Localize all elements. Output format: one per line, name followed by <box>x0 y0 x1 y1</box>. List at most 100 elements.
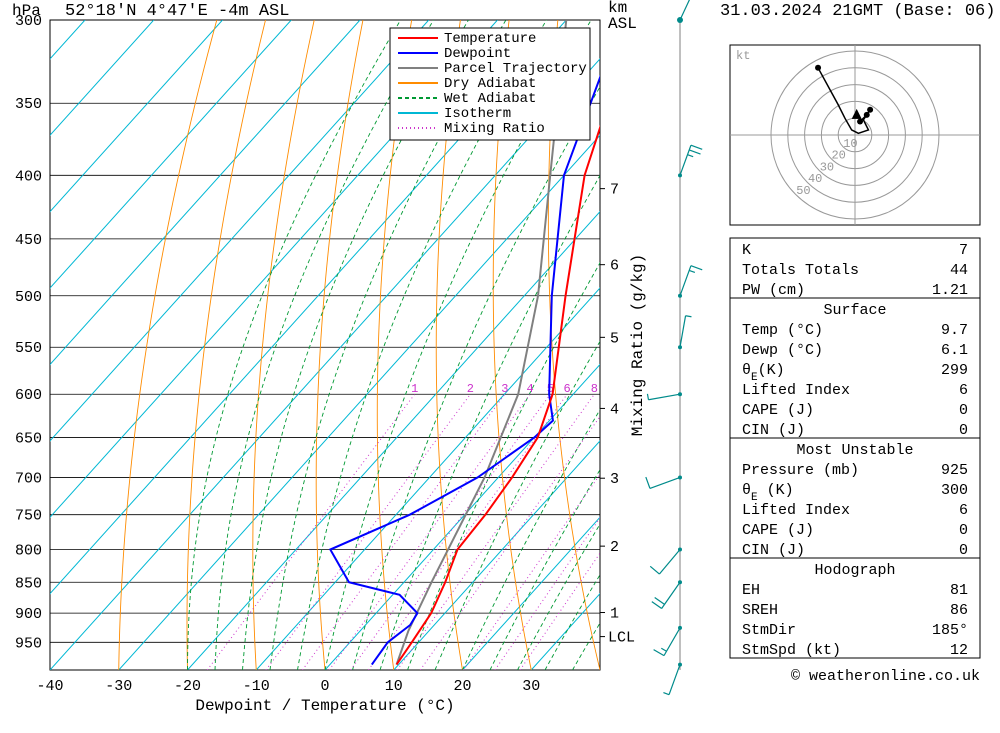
temp-tick: -10 <box>243 678 270 695</box>
mixing-ratio-label: 8 <box>591 382 598 396</box>
pressure-tick: 950 <box>15 635 42 652</box>
mixing-ratio-label: 6 <box>564 382 571 396</box>
temp-tick: -30 <box>105 678 132 695</box>
mixing-ratio-label: 15 <box>649 382 663 396</box>
pressure-tick: 900 <box>15 606 42 623</box>
panel-row-label: Pressure (mb) <box>742 462 859 479</box>
legend-label: Isotherm <box>444 106 511 122</box>
panel-row-label: CAPE (J) <box>742 522 814 539</box>
isotherm <box>0 20 291 670</box>
mixing-ratio-label: 10 <box>609 382 623 396</box>
mixing-ratio-label: 2 <box>467 382 474 396</box>
temp-tick: 30 <box>522 678 540 695</box>
pressure-tick: 800 <box>15 543 42 560</box>
hodo-unit: kt <box>736 49 750 63</box>
altitude-tick: 6 <box>610 258 619 275</box>
wind-barb <box>654 628 680 656</box>
panel-row-value: 86 <box>950 602 968 619</box>
pressure-tick: 400 <box>15 168 42 185</box>
wind-barb <box>650 550 680 575</box>
panel-row-value: 44 <box>950 262 968 279</box>
pressure-tick: 600 <box>15 387 42 404</box>
legend-label: Parcel Trajectory <box>444 61 587 77</box>
altitude-tick: 3 <box>610 471 619 488</box>
wind-barb <box>680 316 691 348</box>
temp-tick: -40 <box>36 678 63 695</box>
x-axis-label: Dewpoint / Temperature (°C) <box>195 697 454 715</box>
legend-label: Mixing Ratio <box>444 121 545 137</box>
pressure-tick: 300 <box>15 13 42 30</box>
panel-row-value: 6.1 <box>941 342 968 359</box>
datetime-title: 31.03.2024 21GMT (Base: 06) <box>720 2 995 21</box>
pressure-tick: 850 <box>15 575 42 592</box>
panel-row-value: 9.7 <box>941 322 968 339</box>
legend-label: Dry Adiabat <box>444 76 536 92</box>
svg-text:50: 50 <box>796 184 810 198</box>
mixing-ratio-label: 4 <box>527 382 534 396</box>
mixing-ratio-label: 25 <box>703 382 717 396</box>
pressure-tick: 450 <box>15 232 42 249</box>
panel-row-value: 300 <box>941 482 968 499</box>
legend-label: Temperature <box>444 31 536 47</box>
wind-barb <box>680 0 694 20</box>
mixing-ratio-label: 3 <box>501 382 508 396</box>
isotherm <box>0 20 85 670</box>
panel-header: Most Unstable <box>796 442 913 459</box>
panel-row-value: 299 <box>941 362 968 379</box>
altitude-tick: 7 <box>610 182 619 199</box>
legend-label: Wet Adiabat <box>444 91 536 107</box>
mixing-ratio-line <box>207 394 414 670</box>
lcl-label: LCL <box>608 630 635 647</box>
panel-row-value: 185° <box>932 622 968 639</box>
panel-header: Surface <box>823 302 886 319</box>
temp-tick: 10 <box>385 678 403 695</box>
pressure-tick: 750 <box>15 508 42 525</box>
dry-adiabat <box>316 20 363 670</box>
wind-barb <box>663 665 680 695</box>
pressure-tick: 550 <box>15 340 42 357</box>
panel-row-label: EH <box>742 582 760 599</box>
panel-row-label: SREH <box>742 602 778 619</box>
panel-row-label: CAPE (J) <box>742 402 814 419</box>
altitude-tick: 5 <box>610 330 619 347</box>
panel-row-value: 81 <box>950 582 968 599</box>
panel-row-label: Lifted Index <box>742 382 850 399</box>
dry-adiabat <box>996 20 1000 670</box>
panel-row-value: 925 <box>941 462 968 479</box>
panel-row-value: 6 <box>959 382 968 399</box>
temp-tick: 0 <box>320 678 329 695</box>
panel-row-value: 12 <box>950 642 968 659</box>
panel-row-label: Lifted Index <box>742 502 850 519</box>
dry-adiabat <box>253 20 314 670</box>
panel-row-value: 0 <box>959 402 968 419</box>
panel-row-value: 0 <box>959 542 968 559</box>
temp-tick: -20 <box>174 678 201 695</box>
wind-barb <box>652 582 680 608</box>
panel-row-label: CIN (J) <box>742 542 805 559</box>
panel-row-value: 6 <box>959 502 968 519</box>
credit: © weatheronline.co.uk <box>791 668 980 685</box>
dry-adiabat <box>654 20 738 670</box>
isotherm <box>0 20 429 670</box>
legend-label: Dewpoint <box>444 46 511 62</box>
mixing-ratio-label: 1 <box>411 382 418 396</box>
temp-tick: 20 <box>453 678 471 695</box>
mixing-ratio-axis-label: Mixing Ratio (g/kg) <box>629 254 647 436</box>
panel-header: Hodograph <box>814 562 895 579</box>
panel-row-value: 1.21 <box>932 282 968 299</box>
altitude-tick: 4 <box>610 401 619 418</box>
panel-row-label: Temp (°C) <box>742 322 823 339</box>
pressure-tick: 650 <box>15 430 42 447</box>
panel-row-label: Totals Totals <box>742 262 859 279</box>
panel-row-label: StmSpd (kt) <box>742 642 841 659</box>
mixing-ratio-line <box>302 394 504 670</box>
panel-row-label: Dewp (°C) <box>742 342 823 359</box>
pressure-tick: 500 <box>15 289 42 306</box>
wind-barb <box>646 477 680 488</box>
panel-row-value: 0 <box>959 522 968 539</box>
pressure-tick: 350 <box>15 96 42 113</box>
svg-text:ASL: ASL <box>608 15 637 33</box>
panel-row-label: StmDir <box>742 622 796 639</box>
wind-barb <box>680 145 702 175</box>
pressure-tick: 700 <box>15 470 42 487</box>
